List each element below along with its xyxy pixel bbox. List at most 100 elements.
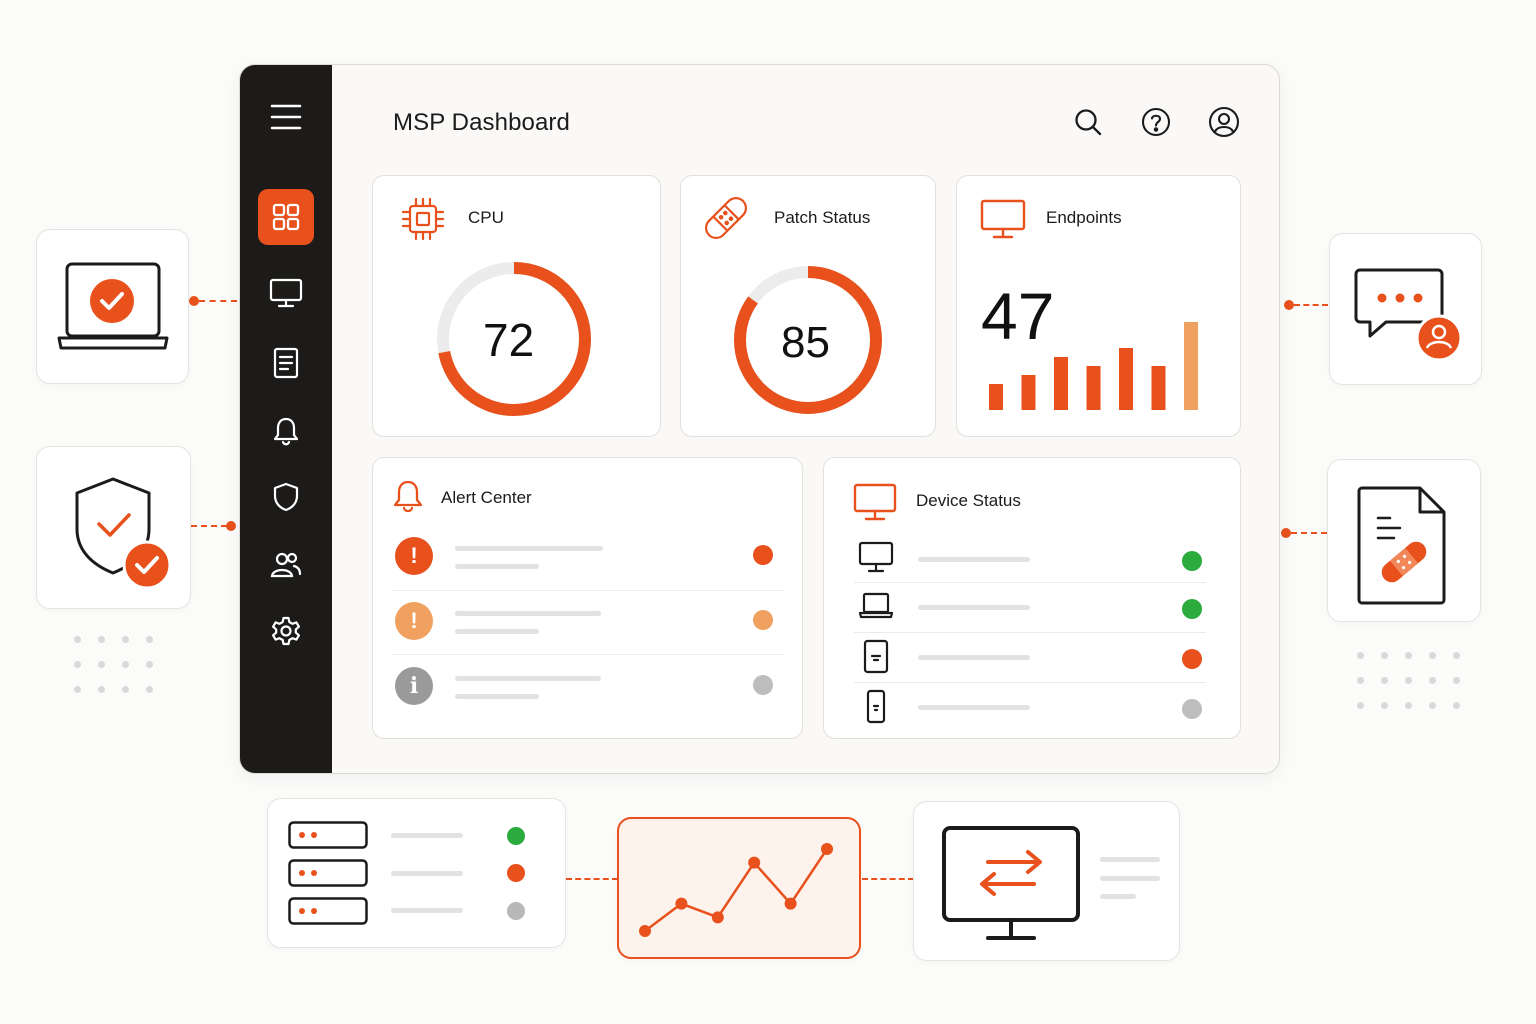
alert-status-dot — [753, 675, 773, 695]
alert-status-dot — [753, 545, 773, 565]
trend-point — [675, 897, 688, 910]
trend-point — [821, 843, 833, 855]
desktop-icon — [858, 541, 894, 573]
endpoint-bar — [1119, 348, 1133, 410]
grid-icon — [272, 203, 300, 231]
hamburger-menu-icon[interactable] — [270, 103, 302, 131]
trend-point — [784, 897, 797, 910]
placeholder-line — [391, 908, 463, 913]
decor-dot-grid-left — [74, 636, 170, 711]
patch-gauge — [734, 266, 882, 414]
device-row[interactable] — [824, 684, 1240, 732]
placeholder-line — [1100, 894, 1136, 899]
server-rack-icon — [288, 821, 368, 925]
sidebar-item-devices[interactable] — [258, 265, 314, 321]
alert-status-dot — [753, 610, 773, 630]
device-status-dot — [1182, 599, 1202, 619]
device-row[interactable] — [824, 634, 1240, 682]
device-status-dot — [1182, 551, 1202, 571]
placeholder-line — [918, 557, 1030, 562]
placeholder-line — [455, 611, 601, 616]
alert-center-panel: Alert Center ! ! i — [372, 457, 803, 739]
trend-line-chart — [639, 843, 833, 937]
help-button[interactable] — [1139, 105, 1173, 139]
device-status-dot — [1182, 699, 1202, 719]
shield-icon — [273, 482, 299, 512]
cpu-label: CPU — [468, 208, 504, 227]
endpoints-value: 47 — [981, 279, 1055, 353]
document-icon — [273, 347, 299, 379]
device-row[interactable] — [824, 584, 1240, 632]
alert-critical-icon: ! — [395, 537, 433, 575]
placeholder-line — [1100, 857, 1160, 862]
alert-row[interactable]: ! — [373, 592, 802, 656]
alert-row[interactable]: ! — [373, 528, 802, 592]
sidebar-item-reports[interactable] — [258, 335, 314, 391]
placeholder-line — [918, 705, 1030, 710]
trend-point — [748, 856, 761, 869]
cpu-gauge-fill — [437, 262, 591, 416]
endpoint-bar — [1184, 322, 1198, 410]
endpoints-card[interactable]: Endpoints 47 — [956, 175, 1241, 437]
sidebar-item-dashboard[interactable] — [258, 189, 314, 245]
monitor-icon — [853, 483, 897, 521]
app-window: MSP Dashboard CPU 72 — [239, 64, 1280, 774]
placeholder-line — [918, 655, 1030, 660]
sidebar-item-security[interactable] — [258, 469, 314, 525]
search-button[interactable] — [1071, 105, 1105, 139]
placeholder-line — [455, 629, 539, 634]
settings-icon — [272, 616, 300, 646]
connector-line — [1294, 304, 1328, 306]
divider — [854, 682, 1206, 683]
connector-line — [191, 525, 227, 527]
placeholder-line — [455, 676, 601, 681]
sidebar-item-users[interactable] — [258, 537, 314, 593]
patch-status-card[interactable]: Patch Status 85 — [680, 175, 936, 437]
patch-gauge-fill — [734, 266, 882, 414]
account-button[interactable] — [1207, 105, 1241, 139]
server-status-dot — [507, 864, 525, 882]
endpoint-bar — [1021, 375, 1036, 410]
phone-icon — [866, 689, 886, 724]
remote-transfer-icon — [942, 826, 1080, 940]
bell-icon — [273, 417, 299, 446]
connector-dot — [1281, 528, 1291, 538]
placeholder-line — [391, 833, 463, 838]
server-status-dot — [507, 902, 525, 920]
divider — [391, 590, 785, 591]
page-title: MSP Dashboard — [393, 109, 570, 136]
endpoints-bar-chart — [989, 322, 1198, 410]
connector-line — [1291, 532, 1327, 534]
alert-info-icon: i — [395, 667, 433, 705]
laptop-icon — [858, 592, 894, 619]
chat-support-card — [1329, 233, 1482, 385]
alert-warning-icon: ! — [395, 602, 433, 640]
placeholder-line — [455, 564, 539, 569]
sidebar — [240, 65, 332, 773]
alert-center-label: Alert Center — [441, 488, 532, 507]
endpoint-bar — [1151, 366, 1166, 410]
device-status-panel: Device Status — [823, 457, 1241, 739]
device-row[interactable] — [824, 534, 1240, 582]
laptop-check-card — [36, 229, 189, 384]
connector-line — [566, 878, 618, 880]
divider — [391, 654, 785, 655]
tablet-icon — [863, 639, 889, 674]
cpu-card[interactable]: CPU 72 — [372, 175, 661, 437]
device-status-label: Device Status — [916, 491, 1021, 510]
monitor-icon — [980, 199, 1026, 239]
patch-status-label: Patch Status — [774, 208, 871, 227]
decor-dot-grid-right — [1357, 652, 1477, 727]
connector-dot — [189, 296, 199, 306]
chat-support-icon — [1354, 268, 1463, 362]
cpu-value: 72 — [483, 314, 535, 366]
alert-row[interactable]: i — [373, 656, 802, 720]
placeholder-line — [918, 605, 1030, 610]
placeholder-line — [455, 546, 603, 551]
connector-line — [862, 878, 914, 880]
sidebar-item-settings[interactable] — [258, 603, 314, 659]
laptop-check-icon — [57, 262, 169, 350]
endpoint-bar — [1086, 366, 1101, 410]
sidebar-item-alerts[interactable] — [258, 403, 314, 459]
patch-document-card — [1327, 459, 1481, 622]
